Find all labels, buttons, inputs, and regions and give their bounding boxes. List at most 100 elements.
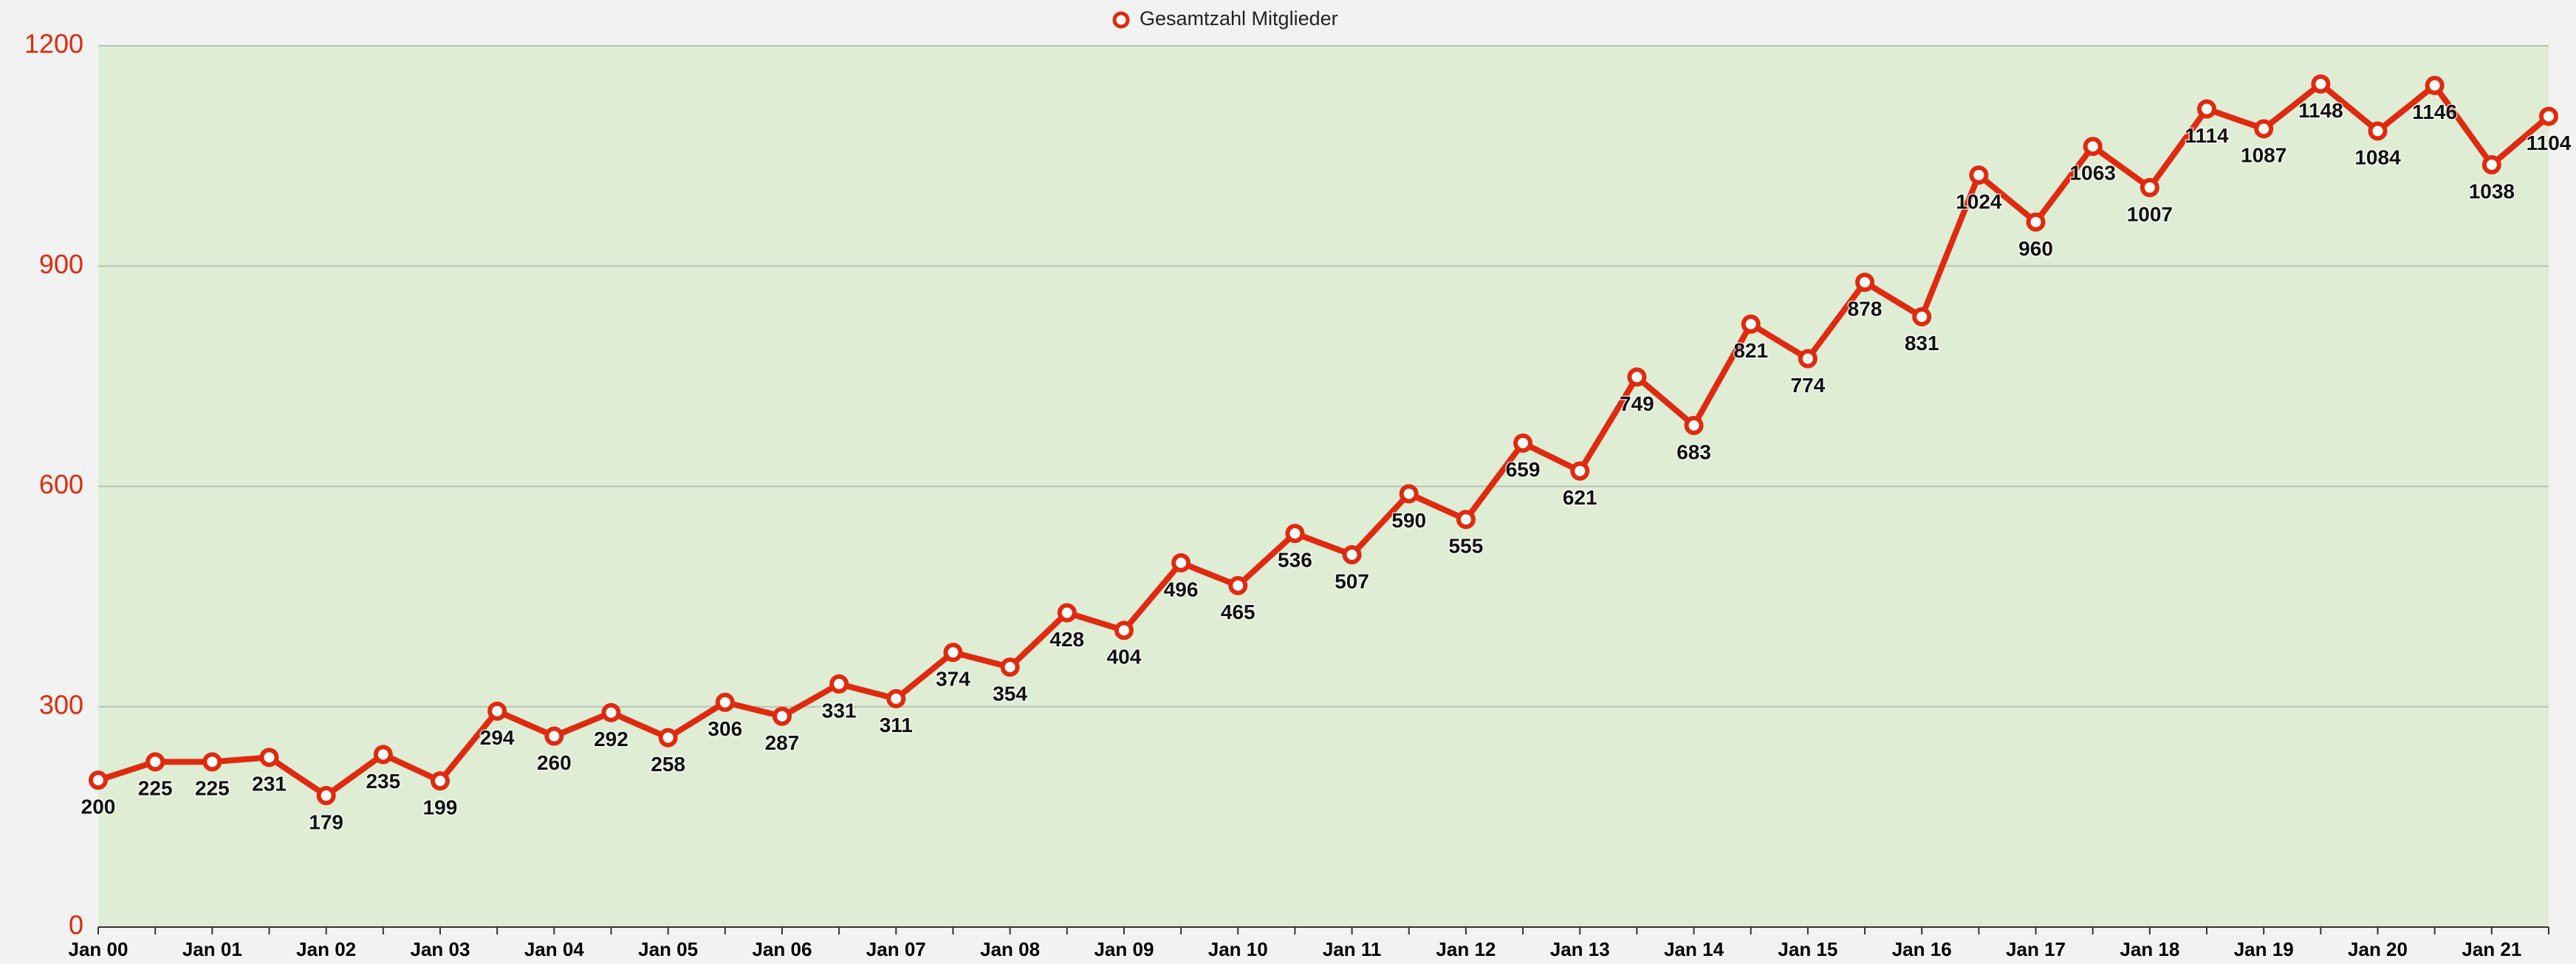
data-label: 258	[651, 753, 685, 776]
y-tick-label: 600	[39, 469, 83, 499]
x-tick-label: Jan 15	[1778, 938, 1837, 960]
data-label: 1114	[2185, 124, 2229, 147]
point	[1000, 657, 1020, 677]
point	[2425, 75, 2445, 95]
data-label: 231	[252, 773, 287, 796]
data-label: 960	[2018, 237, 2053, 260]
point	[1513, 433, 1533, 453]
legend-marker	[1112, 11, 1130, 29]
x-tick-label: Jan 12	[1436, 938, 1496, 960]
point	[2197, 99, 2217, 119]
point	[202, 752, 222, 772]
data-label: 260	[537, 751, 572, 774]
x-tick-label: Jan 04	[524, 938, 584, 960]
point	[1171, 553, 1191, 572]
data-label: 831	[1905, 332, 1939, 355]
data-label: 1087	[2241, 144, 2286, 167]
point	[2140, 177, 2159, 197]
x-tick-label: Jan 01	[182, 938, 242, 960]
x-tick-label: Jan 08	[980, 938, 1040, 960]
data-label: 225	[195, 777, 230, 800]
data-label: 878	[1848, 298, 1883, 321]
x-tick-label: Jan 17	[2006, 938, 2066, 960]
x-tick-label: Jan 05	[638, 938, 698, 960]
data-label: 1024	[1956, 190, 2002, 213]
data-label: 774	[1791, 374, 1826, 397]
data-label: 1063	[2070, 162, 2116, 185]
data-label: 404	[1107, 646, 1142, 669]
point	[2311, 74, 2331, 94]
point	[2083, 137, 2103, 157]
point	[1285, 524, 1305, 544]
data-label: 555	[1449, 535, 1484, 558]
data-label: 1007	[2127, 202, 2173, 225]
x-tick-label: Jan 21	[2462, 938, 2521, 960]
y-tick-label: 300	[39, 689, 83, 719]
data-label: 294	[480, 726, 515, 749]
x-tick-label: Jan 11	[1323, 938, 1382, 960]
legend-label: Gesamtzahl Mitglieder	[1140, 7, 1338, 30]
x-tick-label: Jan 00	[69, 938, 129, 960]
data-label: 428	[1049, 628, 1084, 651]
x-tick-label: Jan 09	[1094, 938, 1154, 960]
data-label: 590	[1391, 509, 1426, 532]
x-tick-label: Jan 19	[2234, 938, 2294, 960]
point	[1741, 314, 1761, 334]
point	[1057, 603, 1077, 623]
x-tick-label: Jan 02	[296, 938, 356, 960]
x-tick-label: Jan 14	[1664, 938, 1724, 960]
data-label: 292	[594, 728, 628, 751]
point	[2481, 155, 2501, 175]
x-tick-label: Jan 10	[1208, 938, 1268, 960]
data-label: 306	[708, 717, 742, 740]
point	[601, 703, 621, 722]
point	[772, 706, 792, 726]
point	[487, 701, 507, 721]
point	[259, 748, 279, 768]
data-label: 1038	[2469, 180, 2515, 202]
x-tick-label: Jan 13	[1550, 938, 1610, 960]
point	[430, 771, 450, 791]
y-tick-label: 1200	[24, 29, 83, 59]
point	[1684, 415, 1704, 435]
point	[1456, 510, 1476, 530]
point	[1798, 349, 1818, 369]
data-label: 287	[765, 731, 800, 754]
data-label: 621	[1563, 486, 1597, 509]
x-tick-label: Jan 06	[752, 938, 812, 960]
data-label: 311	[880, 714, 913, 736]
y-tick-label: 900	[39, 249, 83, 279]
point	[2026, 212, 2046, 232]
x-tick-label: Jan 07	[866, 938, 926, 960]
point	[1114, 621, 1134, 640]
data-label: 354	[993, 682, 1027, 705]
data-label: 331	[822, 699, 857, 722]
data-label: 179	[309, 810, 343, 833]
point	[829, 674, 849, 694]
point	[658, 728, 678, 748]
point	[145, 752, 165, 772]
data-label: 374	[936, 668, 970, 691]
point	[886, 688, 906, 708]
point	[1399, 484, 1419, 504]
x-tick-label: Jan 16	[1892, 938, 1952, 960]
point	[1228, 575, 1248, 595]
data-label: 683	[1676, 440, 1711, 463]
x-tick-label: Jan 03	[411, 938, 470, 960]
point	[1912, 307, 1932, 327]
point	[2539, 106, 2558, 126]
point	[316, 786, 336, 806]
data-label: 659	[1506, 458, 1541, 481]
data-label: 199	[423, 796, 458, 819]
data-label: 200	[81, 796, 116, 818]
point	[1627, 367, 1647, 387]
y-tick-label: 0	[69, 910, 83, 940]
data-label: 1104	[2527, 131, 2572, 154]
data-label: 821	[1733, 339, 1768, 362]
x-tick-label: Jan 20	[2348, 938, 2408, 960]
x-tick-label: Jan 18	[2120, 938, 2179, 960]
point	[373, 745, 393, 765]
data-label: 1146	[2412, 100, 2457, 123]
point	[89, 770, 108, 790]
